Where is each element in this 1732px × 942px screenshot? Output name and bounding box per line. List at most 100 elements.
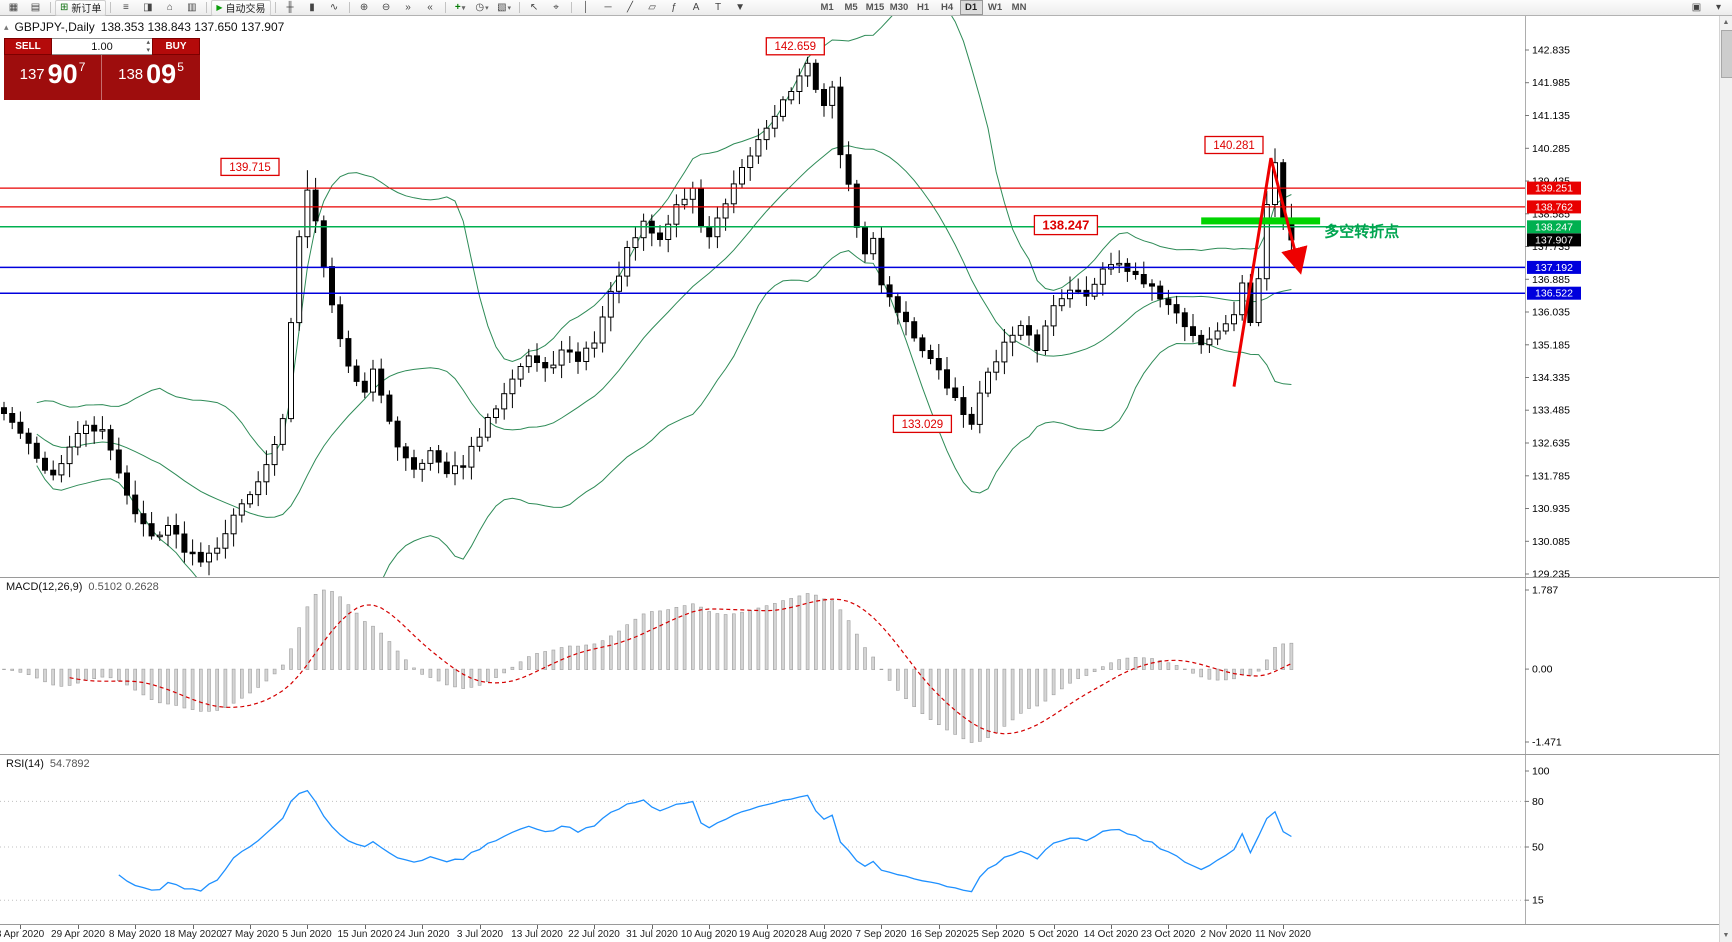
timeframe-m30[interactable]: M30 [889, 2, 909, 13]
timeframe-w1[interactable]: W1 [987, 2, 1003, 13]
navigator-icon[interactable]: ⌂ [166, 2, 173, 13]
time-axis-label: 10 Aug 2020 [680, 929, 738, 940]
toolbar-separator [444, 2, 446, 13]
time-axis-tick [652, 925, 653, 929]
time-axis-label: 16 Sep 2020 [910, 929, 968, 940]
volume-up-icon[interactable]: ▴ [146, 39, 150, 46]
market-watch-icon[interactable]: ≡ [122, 2, 129, 13]
fibonacci-icon[interactable]: ƒ [671, 2, 677, 13]
time-axis-tick [824, 925, 825, 929]
trendline-icon[interactable]: ╱ [627, 2, 634, 13]
new-order-icon: ⊞ [60, 2, 69, 13]
scroll-up-icon[interactable]: ▲ [1722, 19, 1730, 26]
crosshair-icon[interactable]: ⌖ [553, 2, 559, 13]
time-axis-label: 25 Sep 2020 [967, 929, 1025, 940]
time-axis-tick [1283, 925, 1284, 929]
scroll-down-icon[interactable]: ▼ [1722, 932, 1730, 939]
svg-text:137.907: 137.907 [1535, 234, 1573, 246]
svg-text:138.247: 138.247 [1042, 218, 1089, 233]
rsi-value: 54.7892 [49, 758, 90, 770]
data-window-icon[interactable]: ◨ [143, 2, 153, 13]
chart-profiles-icon[interactable]: ▤ [30, 2, 41, 13]
time-axis-tick [996, 925, 997, 929]
sell-price[interactable]: 137 90 7 [4, 55, 102, 100]
timeframe-d1[interactable]: D1 [959, 0, 983, 15]
main-chart-canvas[interactable]: 142.659 139.715 140.281 138.247 133.029 多空转折点… [0, 16, 1732, 577]
toolbar-separator [274, 2, 276, 13]
timeframe-m1[interactable]: M1 [820, 2, 834, 13]
chart-shift-icon[interactable]: « [427, 2, 433, 13]
time-axis-label: 22 Jul 2020 [568, 929, 620, 940]
svg-text:多空转折点: 多空转折点 [1324, 222, 1399, 240]
svg-text:131.785: 131.785 [1532, 470, 1570, 482]
zoom-out-icon[interactable]: ⊖ [381, 2, 391, 13]
macd-canvas[interactable]: 1.787 0.00 -1.471 [0, 578, 1732, 754]
sell-button[interactable]: SELL [4, 38, 52, 55]
autotrade-button[interactable]: ▶ 自动交易 [211, 0, 271, 16]
time-axis-tick [78, 925, 79, 929]
timeframe-group: M1 M5 M15 M30 H1 H4 D1 W1 MN [816, 0, 1031, 15]
time-axis-label: 27 May 2020 [221, 929, 279, 940]
shapes-icon[interactable]: ▼ [735, 2, 745, 13]
auto-scroll-icon[interactable]: » [405, 2, 411, 13]
time-axis-tick [1226, 925, 1227, 929]
rsi-canvas[interactable]: 100 80 50 15 [0, 755, 1732, 924]
svg-text:100: 100 [1532, 766, 1550, 778]
time-axis-label: 29 Apr 2020 [51, 929, 105, 940]
text-icon[interactable]: A [692, 2, 700, 13]
volume-input[interactable]: 1.00 ▴ ▾ [52, 38, 152, 55]
timeframe-m5[interactable]: M5 [844, 2, 858, 13]
vertical-line-icon[interactable]: │ [582, 2, 590, 13]
time-axis-label: 24 Jun 2020 [394, 929, 450, 940]
indicators-icon[interactable]: + ▾ [454, 2, 466, 13]
toolbar-separator [348, 2, 350, 13]
vertical-scrollbar[interactable]: ▲ ▼ [1719, 16, 1732, 942]
terminal-icon[interactable]: ▥ [187, 2, 197, 13]
label-icon[interactable]: T [714, 2, 722, 13]
svg-text:136.522: 136.522 [1535, 288, 1573, 300]
ohlc-values: 138.353 138.843 137.650 137.907 [100, 20, 285, 34]
svg-text:130.085: 130.085 [1532, 536, 1570, 548]
timeframe-h4[interactable]: H4 [940, 2, 954, 13]
svg-text:129.235: 129.235 [1532, 569, 1570, 578]
svg-text:1.787: 1.787 [1532, 585, 1558, 597]
time-axis-label: 5 Oct 2020 [1029, 929, 1079, 940]
svg-text:130.935: 130.935 [1532, 503, 1570, 515]
buy-price-sup: 5 [177, 60, 184, 74]
time-axis-label: 28 Aug 2020 [795, 929, 853, 940]
buy-price[interactable]: 138 09 5 [102, 55, 200, 100]
arrange-windows-icon[interactable]: ▣ [1691, 2, 1702, 13]
timeframe-m15[interactable]: M15 [865, 2, 885, 13]
time-axis-tick [1054, 925, 1055, 929]
svg-text:136.885: 136.885 [1532, 274, 1570, 286]
one-click-collapse-icon[interactable]: ▴ [4, 21, 9, 32]
time-axis-label: 8 Apr 2020 [0, 929, 45, 940]
timeframe-h1[interactable]: H1 [916, 2, 930, 13]
time-axis-tick [881, 925, 882, 929]
templates-icon[interactable]: ▧ ▾ [497, 2, 512, 13]
svg-text:142.835: 142.835 [1532, 45, 1570, 57]
time-axis-label: 5 Jun 2020 [282, 929, 332, 940]
timeframe-mn[interactable]: MN [1011, 2, 1027, 13]
candle-chart-icon[interactable]: ▮ [309, 2, 315, 13]
periods-icon[interactable]: ◷ ▾ [475, 2, 489, 13]
svg-text:139.715: 139.715 [229, 162, 271, 174]
time-axis-tick [939, 925, 940, 929]
channel-icon[interactable]: ▱ [648, 2, 656, 13]
line-chart-icon[interactable]: ∿ [329, 2, 339, 13]
buy-button[interactable]: BUY [152, 38, 200, 55]
zoom-in-icon[interactable]: ⊕ [359, 2, 369, 13]
svg-text:137.192: 137.192 [1535, 262, 1573, 274]
svg-text:141.135: 141.135 [1532, 110, 1570, 122]
new-order-button[interactable]: ⊞ 新订单 [55, 0, 107, 16]
volume-down-icon[interactable]: ▾ [146, 47, 150, 54]
scroll-thumb[interactable] [1721, 30, 1732, 78]
new-chart-icon[interactable]: ▦ [8, 2, 19, 13]
time-axis-tick [1168, 925, 1169, 929]
rsi-panel: 100 80 50 15 RSI(14) 54.7892 [0, 755, 1732, 925]
cursor-icon[interactable]: ↖ [529, 2, 539, 13]
bar-chart-icon[interactable]: ╫ [286, 2, 294, 13]
rsi-label: RSI(14) 54.7892 [6, 758, 90, 770]
toolbar-more-icon[interactable]: ▾ [1715, 2, 1722, 13]
horizontal-line-icon[interactable]: ─ [604, 2, 612, 13]
